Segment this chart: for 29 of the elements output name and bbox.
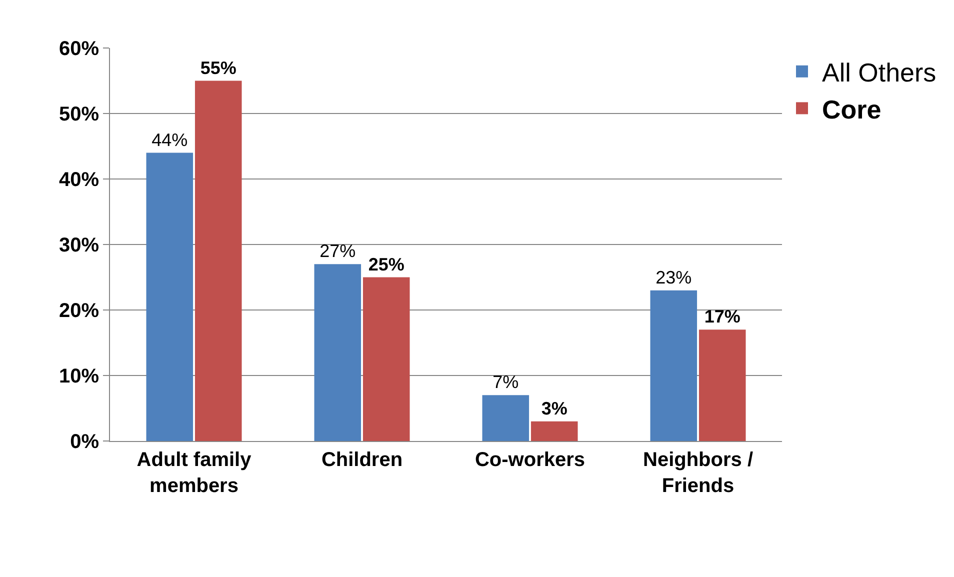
bar: [530, 421, 578, 441]
y-tick-label: 50%: [58, 104, 100, 126]
y-tick-label: 60%: [58, 38, 100, 60]
legend-label: All Others: [822, 58, 936, 88]
x-tick-label: Children: [321, 449, 403, 471]
bar: [482, 395, 530, 441]
bar: [698, 330, 746, 441]
bar: [194, 80, 242, 441]
bar: [362, 277, 410, 441]
data-label: 55%: [200, 58, 236, 78]
legend-label: Core: [822, 94, 882, 124]
x-tick-label: Co-workers: [474, 449, 586, 471]
data-label: 3%: [541, 398, 568, 418]
data-label: 17%: [704, 306, 740, 327]
y-tick-label: 10%: [58, 366, 100, 388]
data-label: 23%: [656, 267, 692, 288]
y-tick-label: 30%: [58, 234, 100, 256]
y-tick-label: 0%: [70, 431, 100, 453]
y-tick-label: 20%: [58, 300, 100, 322]
data-label: 7%: [492, 372, 519, 392]
x-tick-label: Adult family members: [136, 449, 252, 497]
data-label: 44%: [152, 130, 188, 150]
data-label: 27%: [320, 241, 356, 262]
data-label: 25%: [368, 254, 404, 274]
bar: [650, 290, 698, 441]
bar: [146, 152, 194, 441]
x-tick-label: Neighbors / Friends: [642, 449, 754, 497]
y-tick-label: 40%: [58, 169, 100, 191]
bar: [314, 264, 362, 441]
